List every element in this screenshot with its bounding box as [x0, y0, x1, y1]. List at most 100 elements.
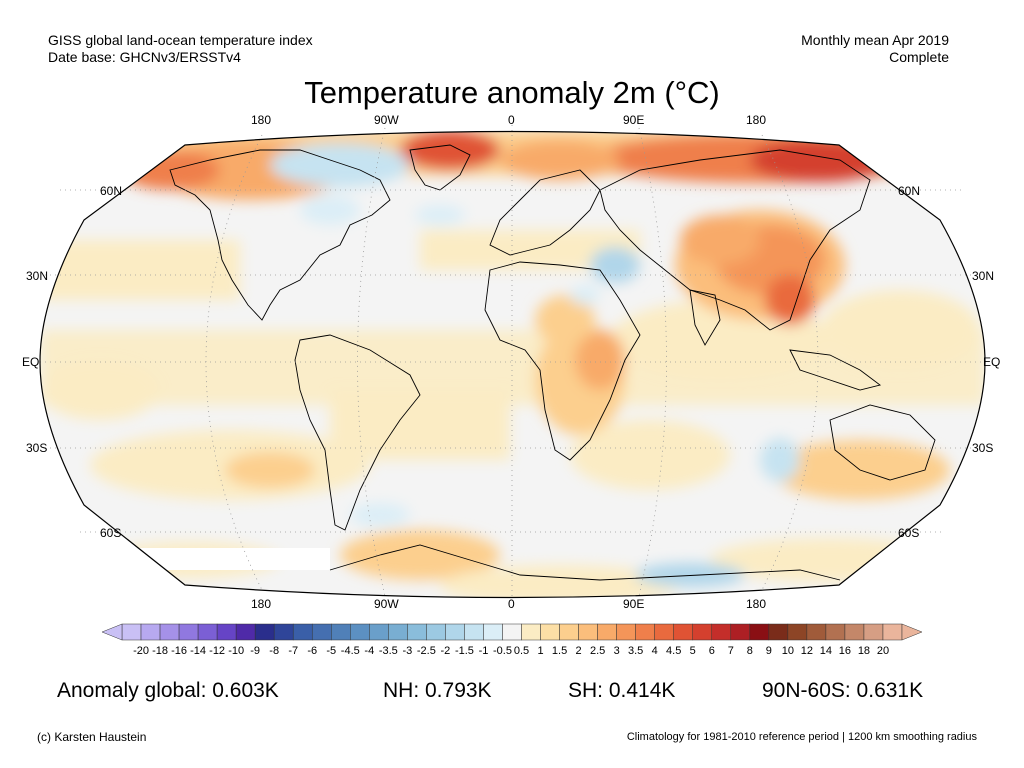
colorbar-swatch	[407, 623, 427, 641]
lon-label-bottom-90e: 90E	[623, 597, 645, 611]
colorbar-swatch	[825, 623, 846, 641]
colorbar-tick-label: -6	[307, 645, 318, 657]
colorbar-tick-label: 20	[876, 645, 890, 657]
lon-label-bottom-180e: 180	[746, 597, 767, 611]
colorbar-tick-label: -4.5	[340, 645, 360, 657]
lat-label-right-eq: EQ	[983, 355, 1001, 369]
colorbar-swatch	[426, 623, 446, 641]
colorbar-tick-label: -7	[288, 645, 299, 657]
colorbar-swatch	[521, 623, 541, 641]
colorbar-swatch	[121, 623, 142, 641]
lat-label-right-60n: 60N	[898, 184, 921, 198]
colorbar-tick-label: 5	[689, 645, 696, 657]
lon-label-top-180e: 180	[746, 113, 767, 127]
map-title: Temperature anomaly 2m (°C)	[304, 75, 720, 110]
lat-label-left-30n: 30N	[26, 269, 49, 283]
colorbar-swatch	[806, 623, 827, 641]
colorbar-tick-label: 16	[838, 645, 852, 657]
colorbar-tick-label: 12	[800, 645, 813, 657]
footer-note: Climatology for 1981-2010 reference peri…	[626, 731, 977, 743]
colorbar-swatch	[159, 623, 180, 641]
colorbar-tick-label: 7	[727, 645, 734, 657]
colorbar-tick-label: -1.5	[454, 645, 474, 657]
stat-sh: SH: 0.414K	[568, 679, 676, 702]
colorbar-tick-label: -4	[364, 645, 375, 657]
colorbar-swatch	[863, 623, 884, 641]
lon-label-top-0: 0	[508, 113, 515, 127]
colorbar-swatch	[882, 623, 903, 641]
colorbar-swatch	[197, 623, 218, 641]
colorbar-swatch	[559, 623, 579, 641]
coastlines	[169, 144, 936, 581]
colorbar	[101, 623, 923, 641]
lat-label-left-30s: 30S	[26, 441, 48, 455]
colorbar-tick-label: 1	[537, 645, 544, 657]
graticule	[40, 125, 985, 600]
colorbar-tick-label: -3	[402, 645, 413, 657]
colorbar-swatch	[216, 623, 237, 641]
colorbar-tick-label: 2.5	[589, 645, 606, 657]
colorbar-tick-label: 3	[613, 645, 620, 657]
header-status: Complete	[889, 49, 949, 65]
colorbar-tick-label: -9	[250, 645, 261, 657]
colorbar-swatch	[673, 623, 693, 641]
lat-label-left-60n: 60N	[100, 184, 123, 198]
header-period: Monthly mean Apr 2019	[801, 32, 949, 48]
header-database: Date base: GHCNv3/ERSSTv4	[48, 49, 241, 65]
colorbar-tick-label: 4.5	[666, 645, 682, 657]
colorbar-tick-label: 4	[651, 645, 658, 657]
colorbar-tick-label: 18	[857, 645, 871, 657]
colorbar-tick-label: -0.5	[493, 645, 512, 657]
colorbar-swatch	[787, 623, 808, 641]
colorbar-swatch	[235, 623, 256, 641]
colorbar-swatch	[597, 623, 617, 641]
lat-label-right-60s: 60S	[898, 526, 920, 540]
colorbar-tick-label: 10	[781, 645, 794, 657]
colorbar-min-arrow	[101, 623, 123, 641]
colorbar-swatch	[616, 623, 636, 641]
header-dataset-title: GISS global land-ocean temperature index	[48, 32, 313, 48]
colorbar-swatch	[692, 623, 713, 641]
colorbar-swatch	[254, 623, 275, 641]
stat-global: Anomaly global: 0.603K	[57, 679, 279, 702]
colorbar-swatch	[178, 623, 199, 641]
lon-label-top-90e: 90E	[623, 113, 645, 127]
colorbar-tick-label: 1.5	[551, 645, 568, 657]
colorbar-swatch	[464, 623, 484, 641]
colorbar-tick-label: 3.5	[628, 645, 644, 657]
colorbar-tick-label: 9	[765, 645, 772, 657]
colorbar-swatch	[749, 623, 770, 641]
colorbar-tick-label: -8	[269, 645, 280, 657]
lon-label-bottom-180w: 180	[251, 597, 272, 611]
colorbar-swatch	[369, 623, 389, 641]
colorbar-tick-label: 14	[819, 645, 833, 657]
colorbar-swatch	[711, 623, 732, 641]
colorbar-tick-label: -18	[152, 645, 168, 657]
colorbar-tick-label: -14	[190, 645, 207, 657]
colorbar-swatch	[292, 623, 313, 641]
colorbar-swatch	[635, 623, 655, 641]
colorbar-swatch	[578, 623, 598, 641]
colorbar-swatch	[388, 623, 408, 641]
colorbar-swatch	[730, 623, 751, 641]
stat-nh: NH: 0.793K	[383, 679, 492, 702]
colorbar-swatch	[540, 623, 560, 641]
lon-label-top-90w: 90W	[374, 113, 399, 127]
lat-label-right-30s: 30S	[972, 441, 994, 455]
lat-label-left-60s: 60S	[100, 526, 122, 540]
colorbar-swatch	[331, 623, 351, 641]
colorbar-tick-label: 2	[575, 645, 582, 657]
footer-credit: (c) Karsten Haustein	[37, 730, 147, 744]
lat-label-left-eq: EQ	[22, 355, 40, 369]
colorbar-tick-label: -10	[228, 645, 245, 657]
colorbar-swatch	[140, 623, 161, 641]
lon-label-bottom-90w: 90W	[374, 597, 399, 611]
colorbar-swatch	[311, 623, 332, 641]
colorbar-tick-label: 6	[708, 645, 715, 657]
colorbar-swatch	[445, 623, 465, 641]
colorbar-swatch	[273, 623, 294, 641]
colorbar-swatch	[768, 623, 789, 641]
colorbar-tick-label: -2.5	[416, 645, 436, 657]
colorbar-tick-label: -16	[171, 645, 188, 657]
